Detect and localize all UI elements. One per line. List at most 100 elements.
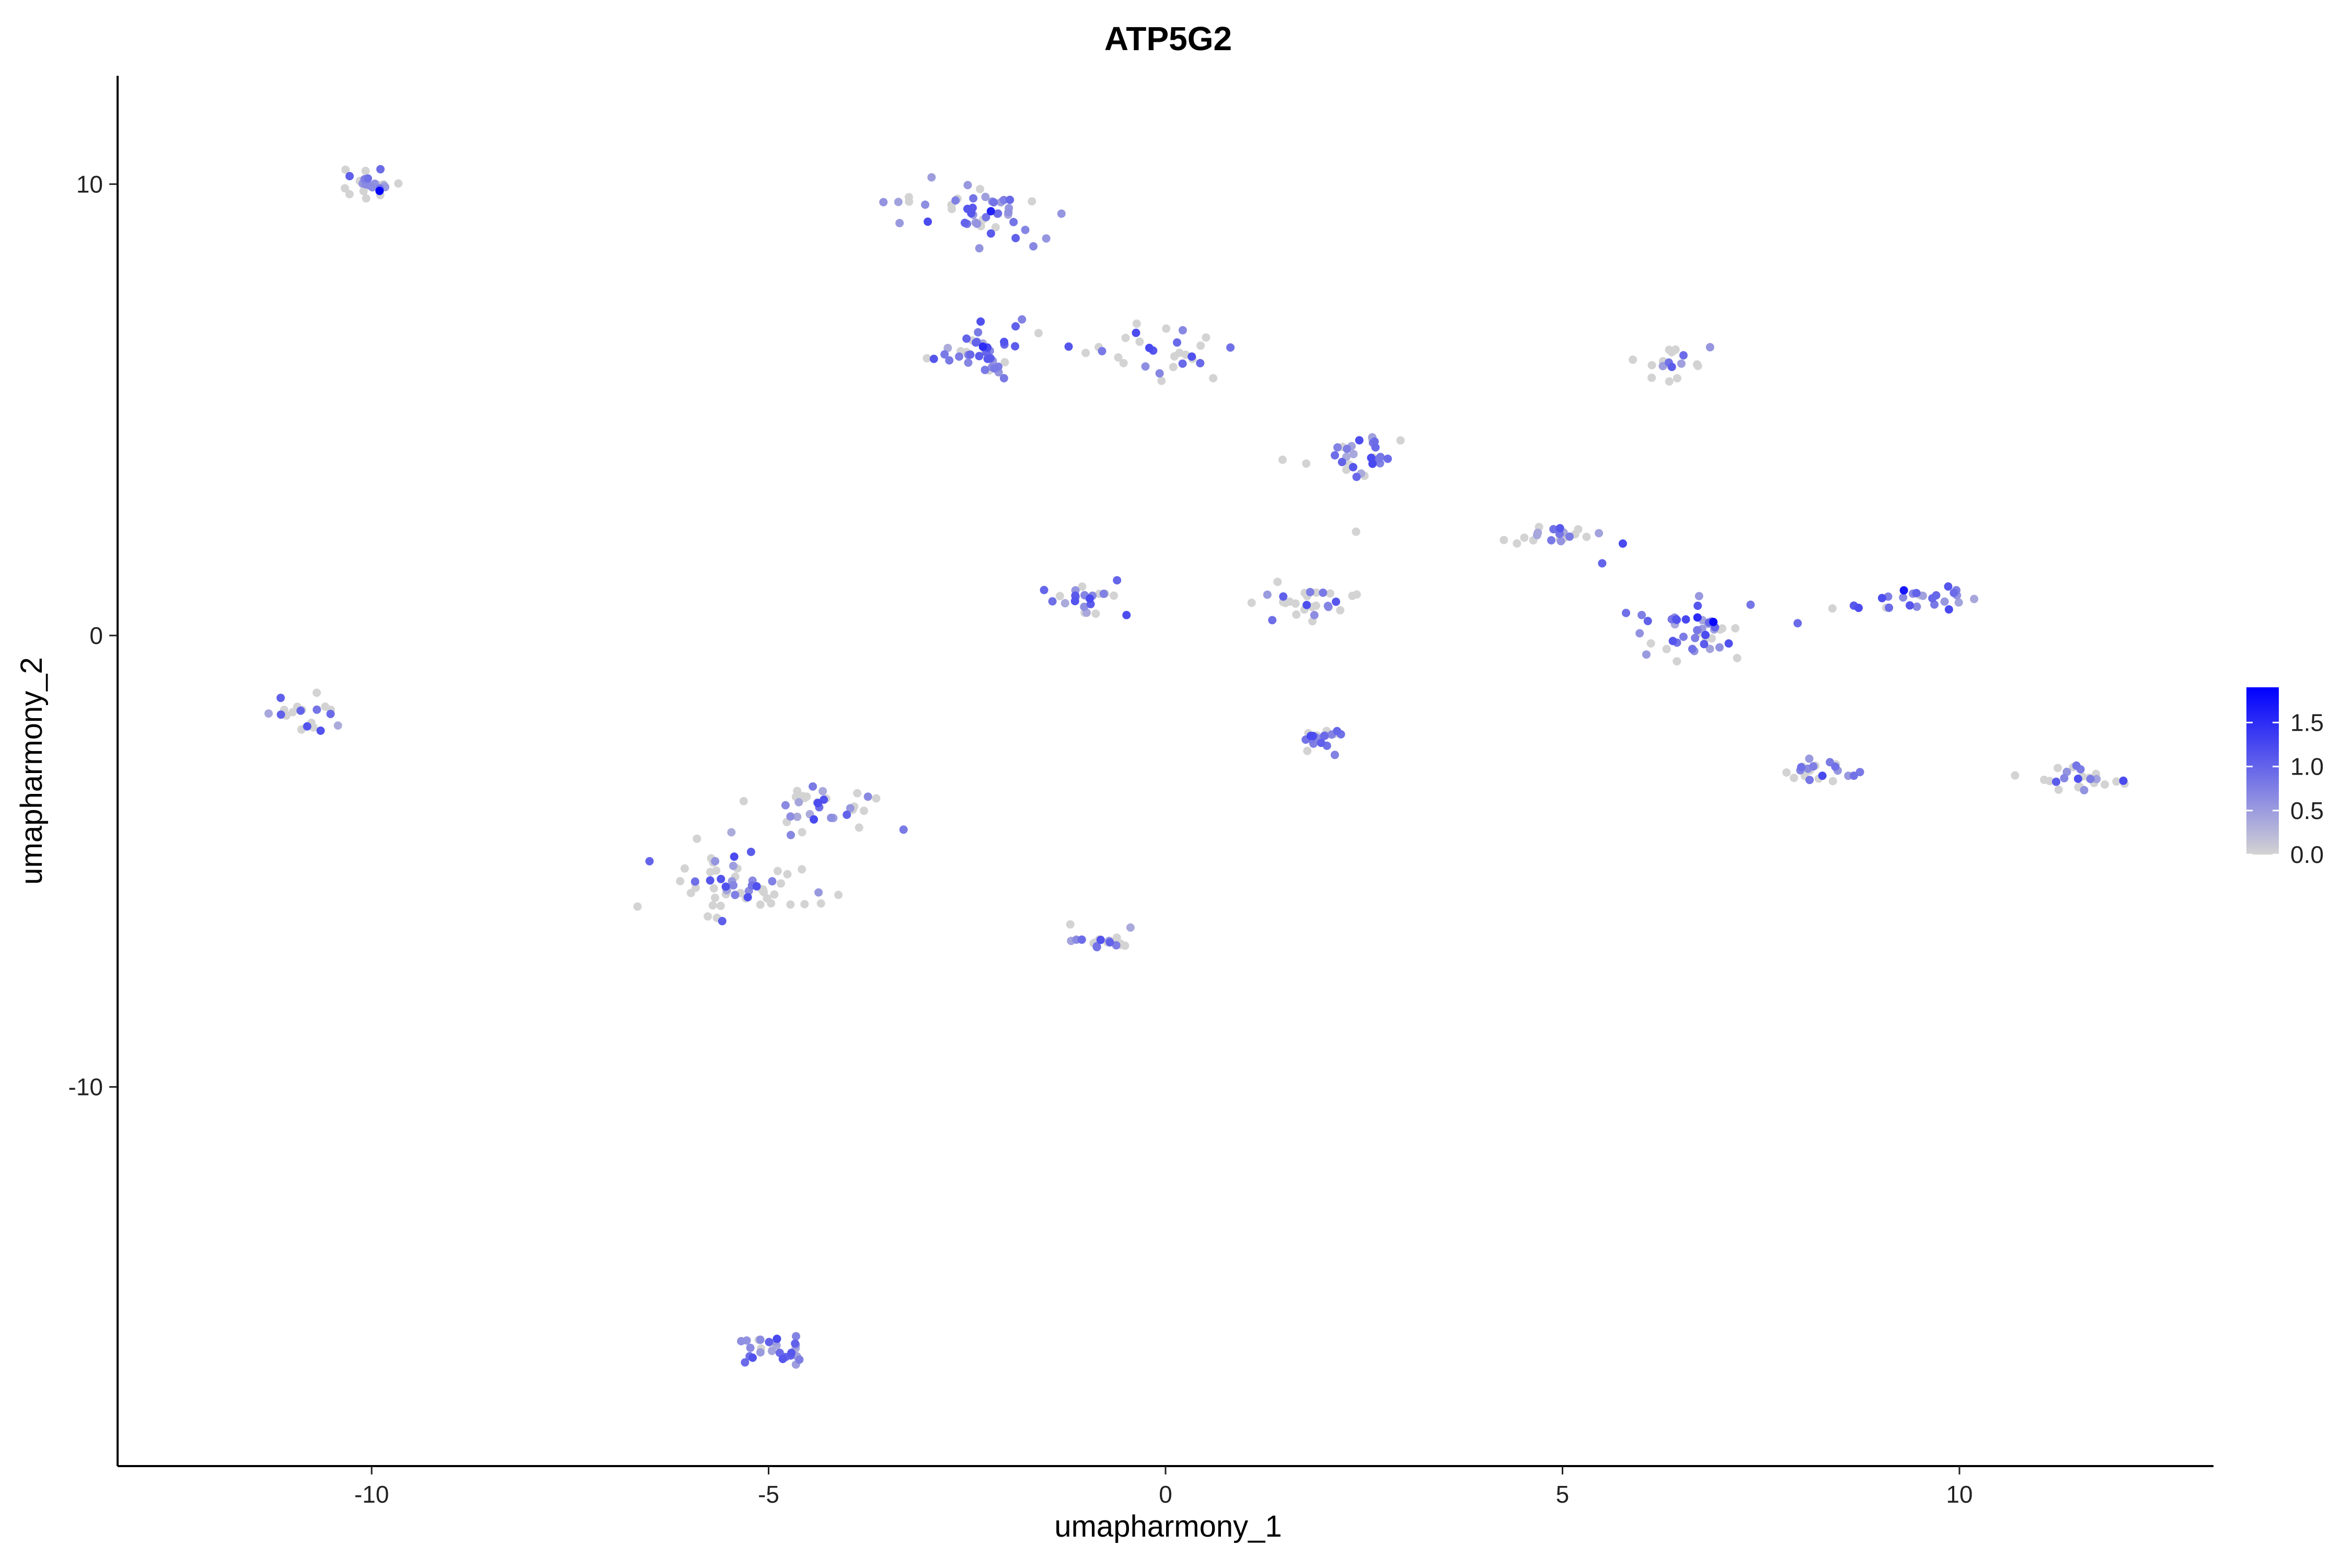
cell-point	[1705, 644, 1714, 653]
cell-point	[718, 917, 727, 926]
cell-point	[1950, 589, 1958, 597]
cell-point	[1520, 533, 1529, 542]
cell-point	[752, 882, 761, 891]
cell-point	[1565, 532, 1574, 541]
cell-point	[1303, 746, 1312, 755]
cell-point	[810, 815, 818, 824]
cell-point	[975, 244, 984, 252]
cell-point	[923, 354, 931, 363]
cell-point	[756, 1348, 765, 1357]
y-tick-label: 10	[76, 170, 103, 198]
cell-point	[1114, 353, 1123, 362]
cell-point	[1673, 615, 1681, 624]
cell-point	[1355, 436, 1364, 445]
colorbar-tick-label: 1.5	[2290, 709, 2324, 736]
cell-point	[989, 198, 998, 206]
cell-point	[2092, 775, 2101, 783]
cell-point	[855, 823, 863, 832]
cell-point	[1940, 597, 1949, 606]
cell-point	[1376, 453, 1385, 462]
cell-point	[1336, 606, 1345, 615]
cell-point	[362, 194, 371, 203]
cell-point	[1574, 525, 1583, 534]
cell-point	[2045, 777, 2054, 786]
cell-point	[368, 183, 377, 192]
cell-point	[999, 195, 1008, 204]
cell-point	[1932, 591, 1941, 599]
cell-point	[1081, 349, 1090, 358]
cell-point	[767, 1346, 776, 1355]
x-tick-label: 10	[1946, 1481, 1973, 1508]
cell-point	[1885, 603, 1894, 612]
cell-point	[345, 172, 354, 180]
x-tick-label: -5	[758, 1481, 779, 1508]
cell-point	[1647, 373, 1656, 382]
cell-point	[691, 883, 700, 892]
colorbar-tick-label: 0.0	[2290, 841, 2324, 868]
cell-point	[313, 688, 321, 697]
cell-point	[681, 864, 689, 873]
cell-point	[276, 694, 285, 702]
cell-point	[309, 723, 318, 732]
cell-point	[1855, 768, 1864, 777]
colorbar-tick-label: 1.0	[2290, 753, 2324, 780]
x-axis-title: umapharmony_1	[1054, 1509, 1282, 1543]
cell-point	[981, 365, 989, 374]
cell-point	[1805, 776, 1814, 785]
cell-point	[1707, 634, 1716, 643]
cell-point	[1011, 322, 1020, 331]
cell-point	[1312, 588, 1321, 597]
cell-point	[1122, 610, 1131, 619]
cell-point	[948, 204, 956, 213]
cell-point	[927, 173, 936, 182]
cell-point	[1110, 591, 1119, 600]
cell-point	[1805, 754, 1814, 763]
cell-point	[940, 350, 949, 359]
cell-point	[943, 343, 952, 352]
cell-point	[1028, 197, 1036, 206]
cell-point	[978, 342, 987, 351]
cell-point	[341, 165, 350, 174]
cell-point	[1098, 347, 1106, 355]
cell-point	[1292, 610, 1301, 619]
cell-point	[976, 317, 985, 326]
y-ticks: -10 0 10	[68, 170, 118, 1101]
cell-point	[778, 1355, 787, 1363]
cell-point	[1080, 603, 1089, 611]
cell-point	[794, 798, 803, 806]
cell-point	[1004, 208, 1013, 217]
cell-point	[746, 847, 755, 856]
cell-point	[1048, 597, 1057, 606]
cell-point	[345, 190, 354, 199]
cell-point	[786, 812, 795, 821]
cell-point	[1178, 359, 1187, 368]
cell-point	[1311, 601, 1320, 610]
cell-point	[2101, 780, 2109, 789]
cell-point	[1693, 626, 1702, 635]
cell-point	[955, 352, 964, 361]
points-layer	[264, 165, 2129, 1369]
cell-point	[818, 787, 827, 795]
cell-point	[981, 192, 990, 201]
cell-point	[1709, 618, 1718, 626]
cell-point	[961, 218, 969, 227]
cell-point	[967, 209, 976, 217]
cell-point	[1162, 324, 1171, 333]
cell-point	[1332, 597, 1341, 606]
cell-point	[1831, 762, 1840, 771]
cell-point	[326, 710, 335, 718]
cell-point	[905, 197, 914, 206]
cell-point	[1066, 920, 1075, 929]
cell-point	[863, 792, 872, 801]
cell-point	[1622, 608, 1630, 617]
cell-point	[1828, 777, 1837, 786]
cell-point	[1371, 443, 1380, 452]
cell-point	[645, 857, 654, 866]
cell-point	[1078, 582, 1087, 591]
cell-point	[1677, 359, 1686, 368]
cell-point	[872, 794, 881, 803]
cell-point	[708, 901, 717, 910]
cell-point	[1500, 536, 1508, 545]
cell-point	[879, 198, 888, 206]
